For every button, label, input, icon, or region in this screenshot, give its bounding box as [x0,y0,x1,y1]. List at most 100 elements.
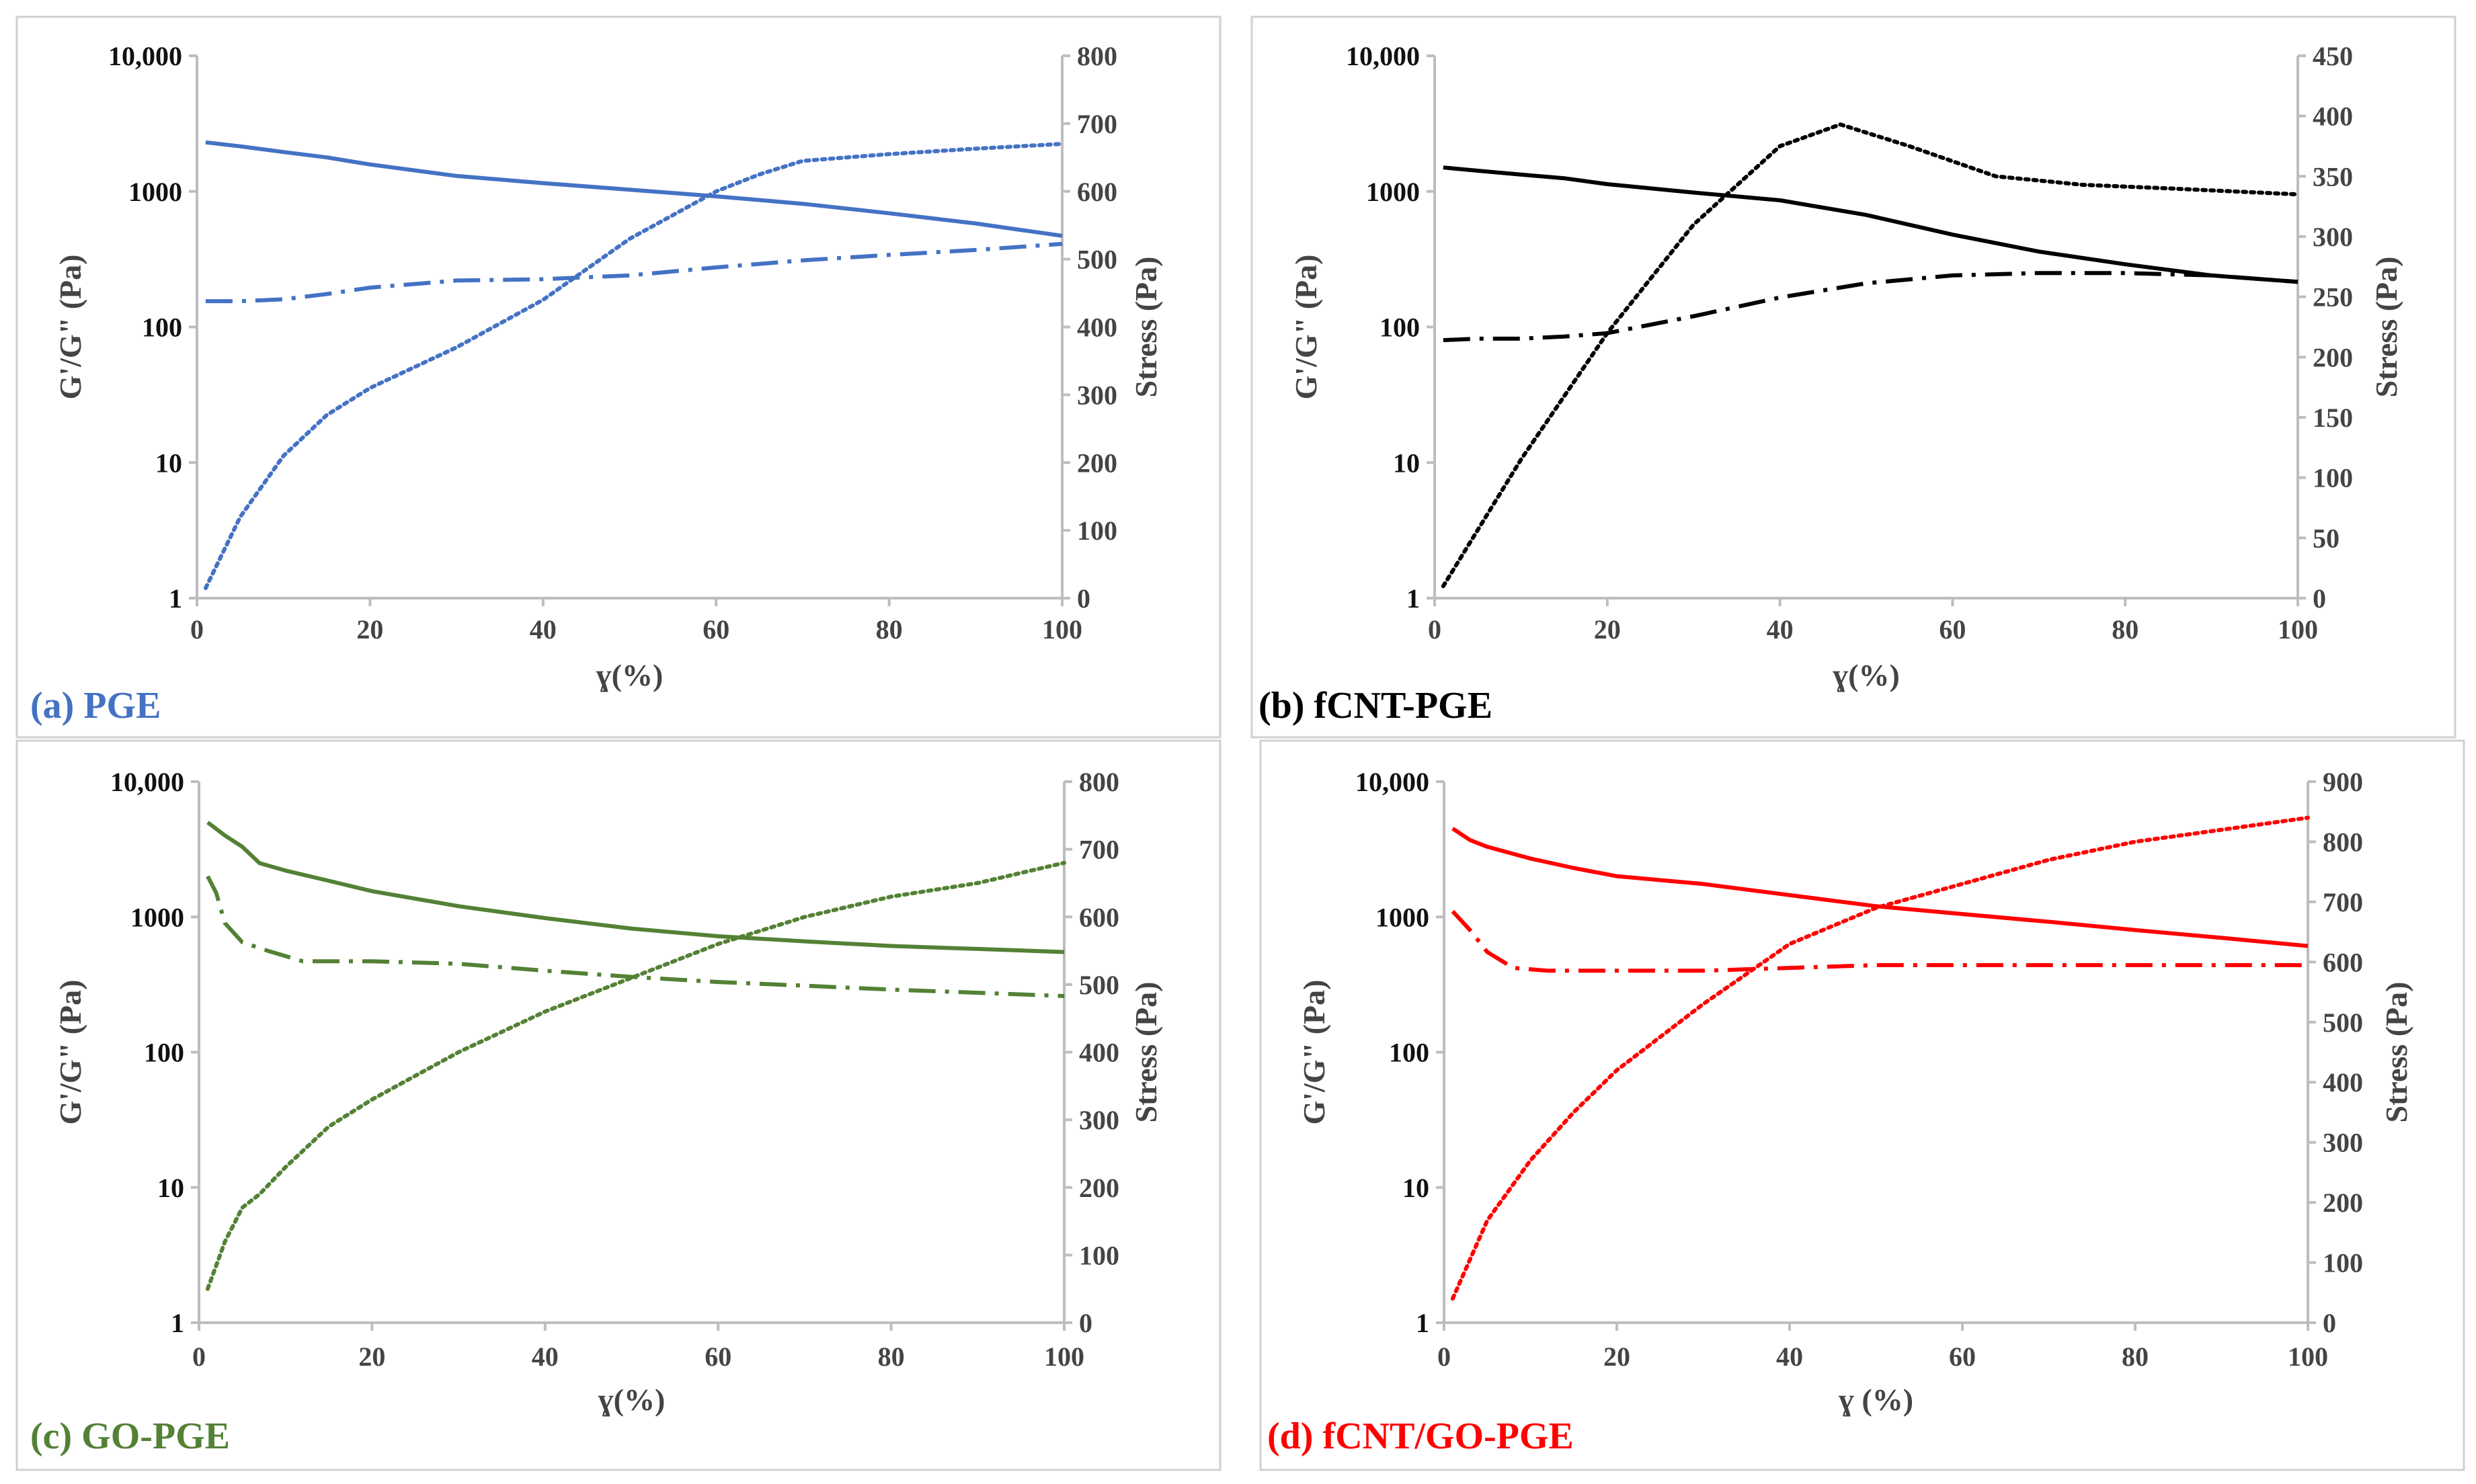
x-tick-label: 100 [1044,1342,1084,1372]
right-tick-label: 0 [1077,583,1090,614]
x-tick-label: 60 [1939,614,1966,645]
x-tick-label: 80 [2112,614,2139,645]
series-line-solid [1443,165,2299,284]
x-tick-label: 40 [530,614,557,645]
series-line-dashdot [1451,909,2308,973]
right-tick-label: 600 [1077,177,1117,207]
left-tick-label: 10,000 [1346,41,1420,71]
right-tick-label: 450 [2313,41,2353,71]
series-line-dotted [203,142,1064,590]
x-tick-label: 0 [192,1342,206,1372]
right-tick-label: 0 [1079,1308,1092,1338]
panel-label: (b) fCNT-PGE [1259,685,1492,727]
panel-frame [15,739,1222,1471]
x-axis-title: ɣ (%) [1839,1383,1913,1417]
right-axis-title: Stress (Pa) [1129,257,1163,398]
x-tick-label: 20 [358,1342,385,1372]
left-tick-label: 10,000 [1355,767,1429,797]
left-tick-label: 10 [157,1173,184,1203]
chart-panel-4: 0 20 40 60 80 100 1 10 100 1000 10,000 0 100 200 300 40… [1259,739,2465,1471]
right-tick-label: 350 [2313,161,2353,192]
left-axis-title: G'/G" (Pa) [1289,255,1323,400]
series-line-dashdot [205,241,1063,304]
panel-label: (d) fCNT/GO-PGE [1267,1415,1574,1457]
x-axis-title: ɣ(%) [596,658,664,692]
x-tick-label: 40 [532,1342,559,1372]
series-line-solid [206,821,1065,954]
right-tick-label: 300 [1079,1105,1119,1135]
left-tick-label: 1000 [1375,902,1429,932]
left-tick-label: 1000 [128,177,182,207]
series-line-dotted [1450,815,2310,1301]
right-tick-label: 800 [1077,41,1117,71]
x-tick-label: 40 [1776,1342,1803,1372]
chart-panel-1: 0 20 40 60 80 100110100100010,000010020030040… [15,15,1222,739]
right-tick-label: 100 [2323,1248,2363,1278]
left-tick-label: 100 [1389,1038,1429,1068]
left-tick-label: 1 [1416,1308,1429,1338]
left-axis-title: G'/G" (Pa) [53,255,87,400]
left-tick-label: 10 [155,448,182,478]
left-axis-title: G'/G" (Pa) [1297,980,1331,1125]
right-tick-label: 500 [2323,1007,2363,1038]
left-tick-label: 1 [169,583,182,614]
right-tick-label: 400 [2313,101,2353,132]
right-tick-label: 200 [1079,1173,1119,1203]
right-tick-label: 300 [2313,222,2353,252]
x-tick-label: 100 [1042,614,1082,645]
right-tick-label: 100 [2313,463,2353,493]
right-tick-label: 800 [2323,827,2363,857]
right-tick-label: 0 [2313,583,2326,614]
left-tick-label: 100 [144,1038,184,1068]
right-tick-label: 400 [1077,313,1117,343]
right-tick-label: 800 [1079,767,1119,797]
chart-panel-2: 0 20 40 60 80 100 1 10 100 1000 10,000 0 50 100 150 200… [1250,15,2457,739]
right-tick-label: 400 [1079,1038,1119,1068]
right-tick-label: 0 [2323,1308,2336,1338]
right-tick-label: 500 [1079,970,1119,1000]
left-tick-label: 1 [1406,583,1420,614]
x-tick-label: 20 [356,614,383,645]
right-tick-label: 900 [2323,767,2363,797]
left-tick-label: 1000 [1366,177,1420,207]
x-tick-label: 60 [1949,1342,1976,1372]
right-tick-label: 700 [1079,835,1119,865]
left-tick-label: 10 [1393,448,1420,478]
right-tick-label: 600 [1079,902,1119,932]
right-tick-label: 500 [1077,245,1117,275]
right-tick-label: 300 [1077,380,1117,410]
right-axis-title: Stress (Pa) [2379,982,2413,1123]
x-tick-label: 80 [876,614,903,645]
series-line-solid [205,140,1063,238]
right-tick-label: 100 [1077,516,1117,546]
right-tick-label: 200 [1077,448,1117,478]
left-tick-label: 1000 [130,902,184,932]
right-tick-label: 300 [2323,1128,2363,1158]
x-tick-label: 80 [878,1342,905,1372]
right-tick-label: 200 [2323,1188,2363,1218]
right-tick-label: 400 [2323,1067,2363,1098]
right-tick-label: 250 [2313,282,2353,313]
left-tick-label: 100 [1380,313,1420,343]
x-tick-label: 40 [1767,614,1794,645]
x-tick-label: 0 [1428,614,1441,645]
panel-label: (c) GO-PGE [30,1415,230,1457]
x-tick-label: 60 [703,614,729,645]
left-tick-label: 10,000 [110,767,184,797]
right-tick-label: 100 [1079,1240,1119,1270]
x-tick-label: 20 [1594,614,1621,645]
x-tick-label: 100 [2278,614,2318,645]
right-tick-label: 150 [2313,403,2353,433]
x-axis-title: ɣ(%) [1833,658,1900,692]
series-line-dotted [1441,122,2300,589]
panel-frame [1250,15,2457,739]
right-tick-label: 700 [1077,109,1117,139]
x-tick-label: 0 [1437,1342,1451,1372]
left-tick-label: 10,000 [108,41,182,71]
x-tick-label: 60 [705,1342,731,1372]
left-tick-label: 100 [142,313,182,343]
left-tick-label: 10 [1402,1173,1429,1203]
right-axis-title: Stress (Pa) [2369,257,2403,398]
left-tick-label: 1 [171,1308,184,1338]
